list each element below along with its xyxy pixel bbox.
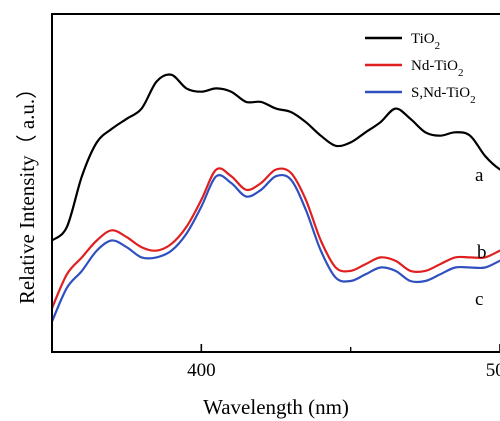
- curve-label-a: a: [475, 165, 484, 186]
- series-line-b: [52, 167, 500, 309]
- legend-label-a: TiO2: [411, 31, 440, 52]
- plot-frame: [51, 13, 500, 353]
- x-tick-label-500: 500: [486, 360, 500, 381]
- legend-label-c: S,Nd-TiO2: [411, 85, 476, 106]
- series-line-c: [52, 173, 500, 323]
- series-layer: [52, 73, 500, 323]
- ticks-layer: 400 500: [51, 344, 500, 381]
- x-tick-label-400: 400: [187, 360, 216, 381]
- series-line-a: [52, 73, 500, 242]
- y-axis-title: Relative Intensity（ a.u.）: [15, 78, 39, 304]
- curve-label-b: b: [477, 242, 487, 263]
- curve-labels: a b c: [475, 165, 487, 310]
- legend: TiO2 Nd-TiO2 S,Nd-TiO2: [365, 31, 476, 106]
- legend-label-b: Nd-TiO2: [411, 58, 463, 79]
- curve-label-c: c: [475, 289, 483, 310]
- x-axis-title: Wavelength (nm): [203, 395, 349, 419]
